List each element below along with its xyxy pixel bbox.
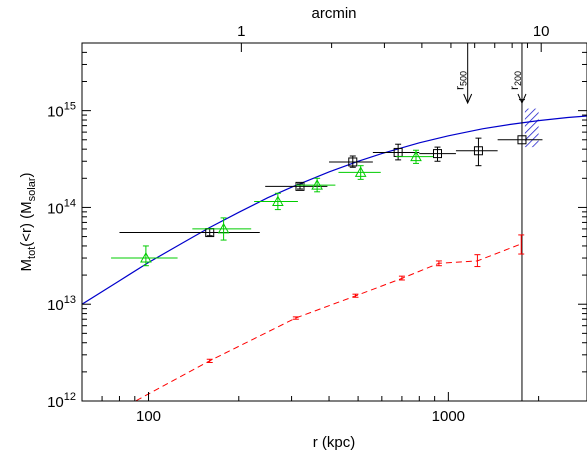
top-tick-label: 1 (237, 23, 245, 40)
x-axis-label: r (kpc) (313, 434, 356, 451)
top-axis-label: arcmin (311, 5, 356, 22)
gas-mass-profile (134, 243, 522, 401)
triangle-marker (311, 179, 323, 190)
square-marker (295, 181, 305, 191)
radius-marker-arrowhead (517, 93, 527, 105)
x-tick-label: 1000 (432, 408, 465, 425)
y-tick-label: 1014 (47, 197, 76, 217)
triangle-marker (140, 252, 152, 263)
y-tick-label: 1013 (47, 294, 76, 314)
hatched-uncertainty-region (524, 108, 539, 148)
triangle-marker (354, 166, 367, 177)
triangle-marker (410, 150, 422, 162)
y-axis-label: Mtot(<r) (Msolar) (18, 173, 38, 272)
square-marker (517, 135, 527, 145)
square-marker (348, 157, 358, 167)
triangle-marker (272, 195, 284, 207)
top-tick-label: 10 (533, 23, 550, 40)
square-marker (473, 146, 483, 156)
radius-marker-arrowhead (463, 93, 473, 105)
square-marker (432, 149, 442, 159)
radius-marker-label: r200 (507, 71, 523, 90)
y-tick-label: 1012 (47, 391, 76, 411)
plot-frame (81, 42, 587, 402)
y-tick-label: 1015 (47, 101, 76, 121)
x-tick-label: 100 (136, 408, 161, 425)
triangle-marker (217, 222, 230, 234)
radius-marker-label: r500 (453, 71, 469, 90)
model-curve (82, 115, 587, 305)
